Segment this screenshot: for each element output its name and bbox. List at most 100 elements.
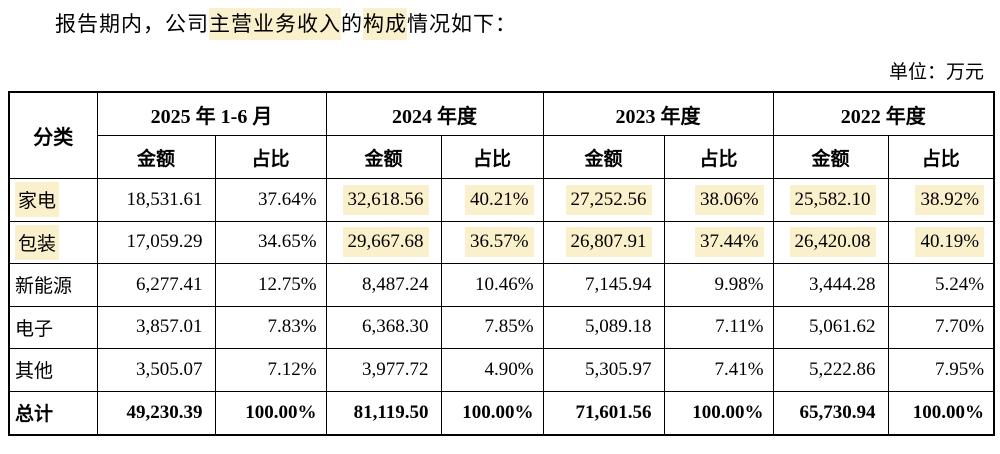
cell-value: 26,807.91: [565, 227, 652, 258]
cell-value: 5,305.97: [585, 358, 652, 380]
category-cell: 其他: [8, 348, 98, 392]
amount-cell: 26,807.91: [542, 220, 665, 264]
column-header-amount: 金额: [772, 135, 889, 179]
ratio-cell: 100.00%: [440, 390, 544, 435]
cell-value: 10.46%: [474, 273, 534, 295]
column-header-ratio: 占比: [663, 135, 774, 179]
column-header-ratio: 占比: [887, 135, 995, 179]
amount-cell: 6,277.41: [96, 263, 216, 307]
unit-label: 单位：万元: [888, 62, 984, 83]
ratio-cell: 7.85%: [440, 305, 544, 349]
cell-value: 37.64%: [257, 188, 317, 210]
ratio-cell: 9.98%: [663, 263, 774, 307]
cell-value: 38.06%: [694, 184, 764, 215]
table-row-others: 其他 3,505.07 7.12% 3,977.72 4.90% 5,305.9…: [8, 348, 995, 392]
cell-value: 3,857.01: [136, 316, 203, 338]
cell-value: 7.83%: [267, 316, 317, 338]
column-header-period-2025: 2025 年 1-6 月: [96, 91, 327, 136]
amount-cell: 17,059.29: [96, 220, 216, 264]
ratio-cell: 38.92%: [887, 178, 995, 222]
amount-cell: 49,230.39: [96, 390, 216, 435]
cell-value: 7,145.94: [585, 273, 652, 295]
cell-value: 5.24%: [934, 273, 985, 295]
ratio-cell: 10.46%: [440, 263, 544, 307]
amount-cell: 7,145.94: [542, 263, 665, 307]
cell-value: 6,368.30: [362, 316, 429, 338]
ratio-cell: 4.90%: [440, 348, 544, 392]
column-header-period-2023: 2023 年度: [542, 91, 774, 136]
title-segment: 的: [341, 12, 363, 36]
amount-cell: 27,252.56: [542, 178, 665, 222]
cell-value: 17,059.29: [126, 231, 203, 253]
amount-cell: 5,305.97: [542, 348, 665, 392]
cell-value: 5,089.18: [585, 316, 652, 338]
cell-value: 40.19%: [915, 227, 985, 258]
amount-cell: 8,487.24: [325, 263, 442, 307]
cell-value: 37.44%: [694, 227, 764, 258]
amount-cell: 3,857.01: [96, 305, 216, 349]
document-title: 报告期内，公司主营业务收入的构成情况如下：: [55, 8, 1000, 40]
cell-value: 25,582.10: [789, 184, 876, 215]
table-header-period-row: 分类 2025 年 1-6 月 2024 年度 2023 年度 2022 年度: [8, 91, 995, 179]
amount-cell: 26,420.08: [772, 220, 889, 264]
cell-value: 36.57%: [464, 227, 534, 258]
ratio-cell: 7.83%: [214, 305, 327, 349]
ratio-cell: 7.41%: [663, 348, 774, 392]
amount-cell: 71,601.56: [542, 390, 665, 435]
revenue-composition-table: 分类 2025 年 1-6 月 2024 年度 2023 年度 2022 年度 …: [8, 91, 996, 436]
amount-cell: 18,531.61: [96, 178, 216, 222]
cell-value: 100.00%: [692, 401, 764, 423]
amount-cell: 3,505.07: [96, 348, 216, 392]
cell-value: 100.00%: [245, 401, 317, 423]
column-header-amount: 金额: [542, 135, 665, 179]
cell-value: 7.12%: [267, 358, 317, 380]
cell-value: 81,119.50: [353, 401, 429, 423]
category-label: 新能源: [15, 276, 73, 298]
ratio-cell: 37.64%: [214, 178, 327, 222]
cell-value: 5,061.62: [809, 316, 876, 338]
title-segment: 报告期内，公司: [55, 12, 209, 36]
cell-value: 7.85%: [484, 316, 534, 338]
cell-value: 7.11%: [715, 316, 764, 338]
ratio-cell: 7.70%: [887, 305, 995, 349]
cell-value: 7.70%: [934, 316, 985, 338]
ratio-cell: 40.21%: [440, 178, 544, 222]
table-header-sub-row: 金额 占比 金额 占比 金额 占比 金额 占比: [9, 135, 995, 179]
ratio-cell: 36.57%: [440, 220, 544, 264]
category-cell: 家电: [8, 178, 98, 222]
category-label: 家电: [15, 182, 60, 218]
column-header-ratio: 占比: [214, 135, 327, 179]
cell-value: 7.41%: [714, 358, 764, 380]
amount-cell: 6,368.30: [325, 305, 442, 349]
table-row-total: 总计 49,230.39 100.00% 81,119.50 100.00% 7…: [8, 390, 995, 435]
cell-value: 18,531.61: [126, 188, 203, 210]
amount-cell: 3,977.72: [325, 348, 442, 392]
table-row-new-energy: 新能源 6,277.41 12.75% 8,487.24 10.46% 7,14…: [8, 263, 995, 307]
ratio-cell: 38.06%: [663, 178, 774, 222]
amount-cell: 29,667.68: [325, 220, 442, 264]
amount-cell: 32,618.56: [325, 178, 442, 222]
category-cell: 电子: [8, 305, 98, 349]
ratio-cell: 100.00%: [663, 390, 774, 435]
ratio-cell: 7.12%: [214, 348, 327, 392]
cell-value: 40.21%: [464, 184, 534, 215]
cell-value: 65,730.94: [799, 401, 876, 423]
cell-value: 6,277.41: [136, 273, 203, 295]
amount-cell: 25,582.10: [772, 178, 889, 222]
cell-value: 71,601.56: [575, 401, 652, 423]
table-row-electronics: 电子 3,857.01 7.83% 6,368.30 7.85% 5,089.1…: [8, 305, 995, 349]
ratio-cell: 100.00%: [214, 390, 327, 435]
category-label: 其他: [15, 361, 54, 383]
ratio-cell: 7.95%: [887, 348, 995, 392]
category-label: 包装: [15, 224, 60, 260]
ratio-cell: 37.44%: [663, 220, 774, 264]
amount-cell: 81,119.50: [325, 390, 442, 435]
cell-value: 3,977.72: [362, 358, 429, 380]
category-label: 电子: [15, 318, 54, 340]
column-header-period-2022: 2022 年度: [772, 91, 995, 136]
category-cell: 新能源: [8, 263, 98, 307]
table-row-packaging: 包装 17,059.29 34.65% 29,667.68 36.57% 26,…: [8, 220, 995, 264]
cell-value: 7.95%: [934, 358, 985, 380]
ratio-cell: 40.19%: [887, 220, 995, 264]
cell-value: 3,444.28: [809, 273, 876, 295]
